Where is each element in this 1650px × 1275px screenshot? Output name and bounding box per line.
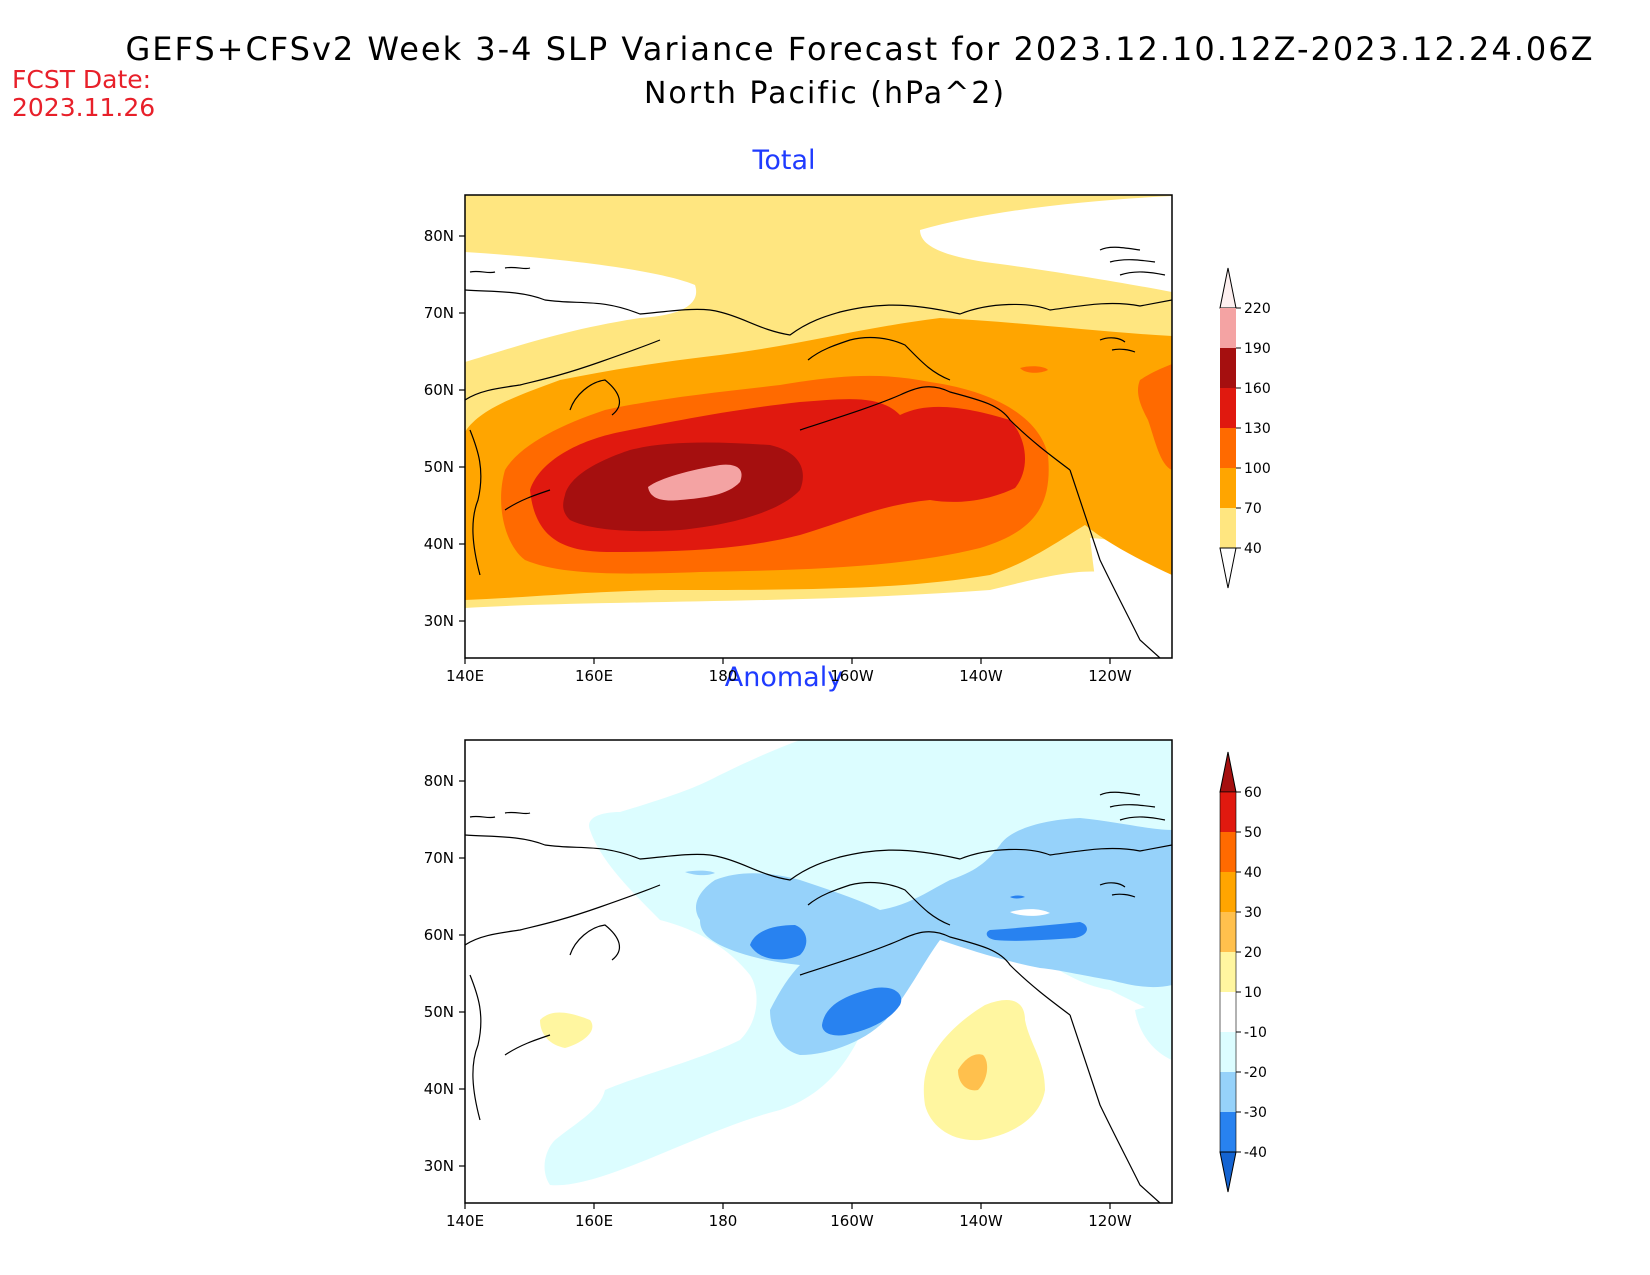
anomaly-lat-label: 30N <box>424 1157 454 1175</box>
anomaly-lon-label: 140E <box>446 1212 484 1230</box>
total-lat-label: 60N <box>424 381 454 399</box>
anomaly-colorbar-label: -20 <box>1244 1065 1267 1081</box>
total-colorbar-label: 160 <box>1244 381 1271 397</box>
total-lat-label: 70N <box>424 304 454 322</box>
fcst-date: 2023.11.26 <box>12 93 156 122</box>
total-colorbar-label: 220 <box>1244 301 1271 317</box>
anomaly-colorbar-label: -10 <box>1244 1025 1267 1041</box>
anomaly-colorbar-label: 50 <box>1244 825 1262 841</box>
total-axis-ticks <box>459 235 1111 664</box>
total-lon-label: 160E <box>575 667 613 685</box>
total-lat-label: 40N <box>424 535 454 553</box>
total-colorbar-swatch <box>1220 468 1236 508</box>
total-lat-label: 50N <box>424 458 454 476</box>
anomaly-colorbar-swatch <box>1220 1112 1236 1152</box>
anomaly-lat-label: 50N <box>424 1003 454 1021</box>
anomaly-colorbar-bottom-tip <box>1219 1151 1237 1193</box>
anomaly-colorbar-swatch <box>1220 872 1236 912</box>
total-lat-label: 80N <box>424 227 454 245</box>
total-colorbar-swatch <box>1220 508 1236 548</box>
total-colorbar-label: 100 <box>1244 461 1271 477</box>
total-lon-label: 180 <box>709 667 738 685</box>
total-colorbar-label: 40 <box>1244 541 1262 557</box>
anomaly-contour-fill <box>465 740 1172 1203</box>
anomaly-lat-label: 40N <box>424 1080 454 1098</box>
total-lat-labels: 80N 70N 60N 50N 40N 30N <box>424 227 454 630</box>
anomaly-lon-labels: 140E 160E 180 160W 140W 120W <box>446 1212 1132 1230</box>
total-colorbar-label: 70 <box>1244 501 1262 517</box>
total-lon-label: 140E <box>446 667 484 685</box>
anomaly-axis-ticks <box>459 780 1111 1209</box>
anomaly-lat-label: 70N <box>424 849 454 867</box>
total-contour-fill <box>465 195 1172 658</box>
anomaly-colorbar-swatch <box>1220 992 1236 1032</box>
total-coastlines <box>465 246 1172 658</box>
anomaly-colorbar-swatch <box>1220 912 1236 952</box>
forecast-date-label: FCST Date: 2023.11.26 <box>12 66 155 122</box>
anomaly-colorbar: 60 50 40 30 20 10 -10 -20 -30 -40 <box>1219 751 1267 1193</box>
anomaly-colorbar-label: 30 <box>1244 905 1262 921</box>
anomaly-lon-label: 140W <box>959 1212 1003 1230</box>
anomaly-lon-label: 160E <box>575 1212 613 1230</box>
total-colorbar-bottom-tip <box>1219 547 1237 589</box>
total-map-frame <box>464 194 1173 659</box>
fcst-label: FCST Date: <box>12 65 152 94</box>
total-colorbar: 220 190 160 130 100 70 40 <box>1219 267 1271 589</box>
anomaly-colorbar-swatch <box>1220 832 1236 872</box>
anomaly-colorbar-label: 20 <box>1244 945 1262 961</box>
total-panel-title: Total <box>752 145 816 176</box>
total-map: 80N 70N 60N 50N 40N 30N 140E 160E 180 16… <box>424 194 1271 685</box>
anomaly-colorbar-label: 10 <box>1244 985 1262 1001</box>
anomaly-lat-label: 80N <box>424 772 454 790</box>
total-lon-label: 140W <box>959 667 1003 685</box>
anomaly-colorbar-swatch <box>1220 952 1236 992</box>
anomaly-map-frame <box>464 739 1173 1204</box>
anomaly-colorbar-swatch <box>1220 792 1236 832</box>
total-colorbar-swatch <box>1220 428 1236 468</box>
anomaly-map: 80N 70N 60N 50N 40N 30N 140E 160E 180 16… <box>424 739 1267 1230</box>
anomaly-lat-label: 60N <box>424 926 454 944</box>
anomaly-colorbar-label: 60 <box>1244 785 1262 801</box>
total-lat-label: 30N <box>424 612 454 630</box>
anomaly-lat-labels: 80N 70N 60N 50N 40N 30N <box>424 772 454 1175</box>
total-lon-labels: 140E 160E 180 160W 140W 120W <box>446 667 1132 685</box>
page-subtitle: North Pacific (hPa^2) <box>643 76 1007 111</box>
anomaly-colorbar-label: -40 <box>1244 1145 1267 1161</box>
anomaly-lon-label: 160W <box>830 1212 874 1230</box>
anomaly-colorbar-swatch <box>1220 1032 1236 1072</box>
page-title: GEFS+CFSv2 Week 3-4 SLP Variance Forecas… <box>125 30 1595 68</box>
total-colorbar-label: 190 <box>1244 341 1271 357</box>
anomaly-colorbar-top-tip <box>1219 751 1237 793</box>
total-colorbar-swatch <box>1220 308 1236 348</box>
anomaly-lon-label: 120W <box>1088 1212 1132 1230</box>
anomaly-colorbar-label: 40 <box>1244 865 1262 881</box>
total-colorbar-label: 130 <box>1244 421 1271 437</box>
total-lon-label: 120W <box>1088 667 1132 685</box>
total-colorbar-swatch <box>1220 388 1236 428</box>
anomaly-colorbar-label: -30 <box>1244 1105 1267 1121</box>
total-colorbar-top-tip <box>1219 267 1237 309</box>
total-colorbar-swatch <box>1220 348 1236 388</box>
anomaly-lon-label: 180 <box>709 1212 738 1230</box>
anomaly-coastlines <box>465 791 1172 1203</box>
anomaly-colorbar-swatch <box>1220 1072 1236 1112</box>
total-lon-label: 160W <box>830 667 874 685</box>
anomaly-panel-title: Anomaly <box>724 662 844 693</box>
